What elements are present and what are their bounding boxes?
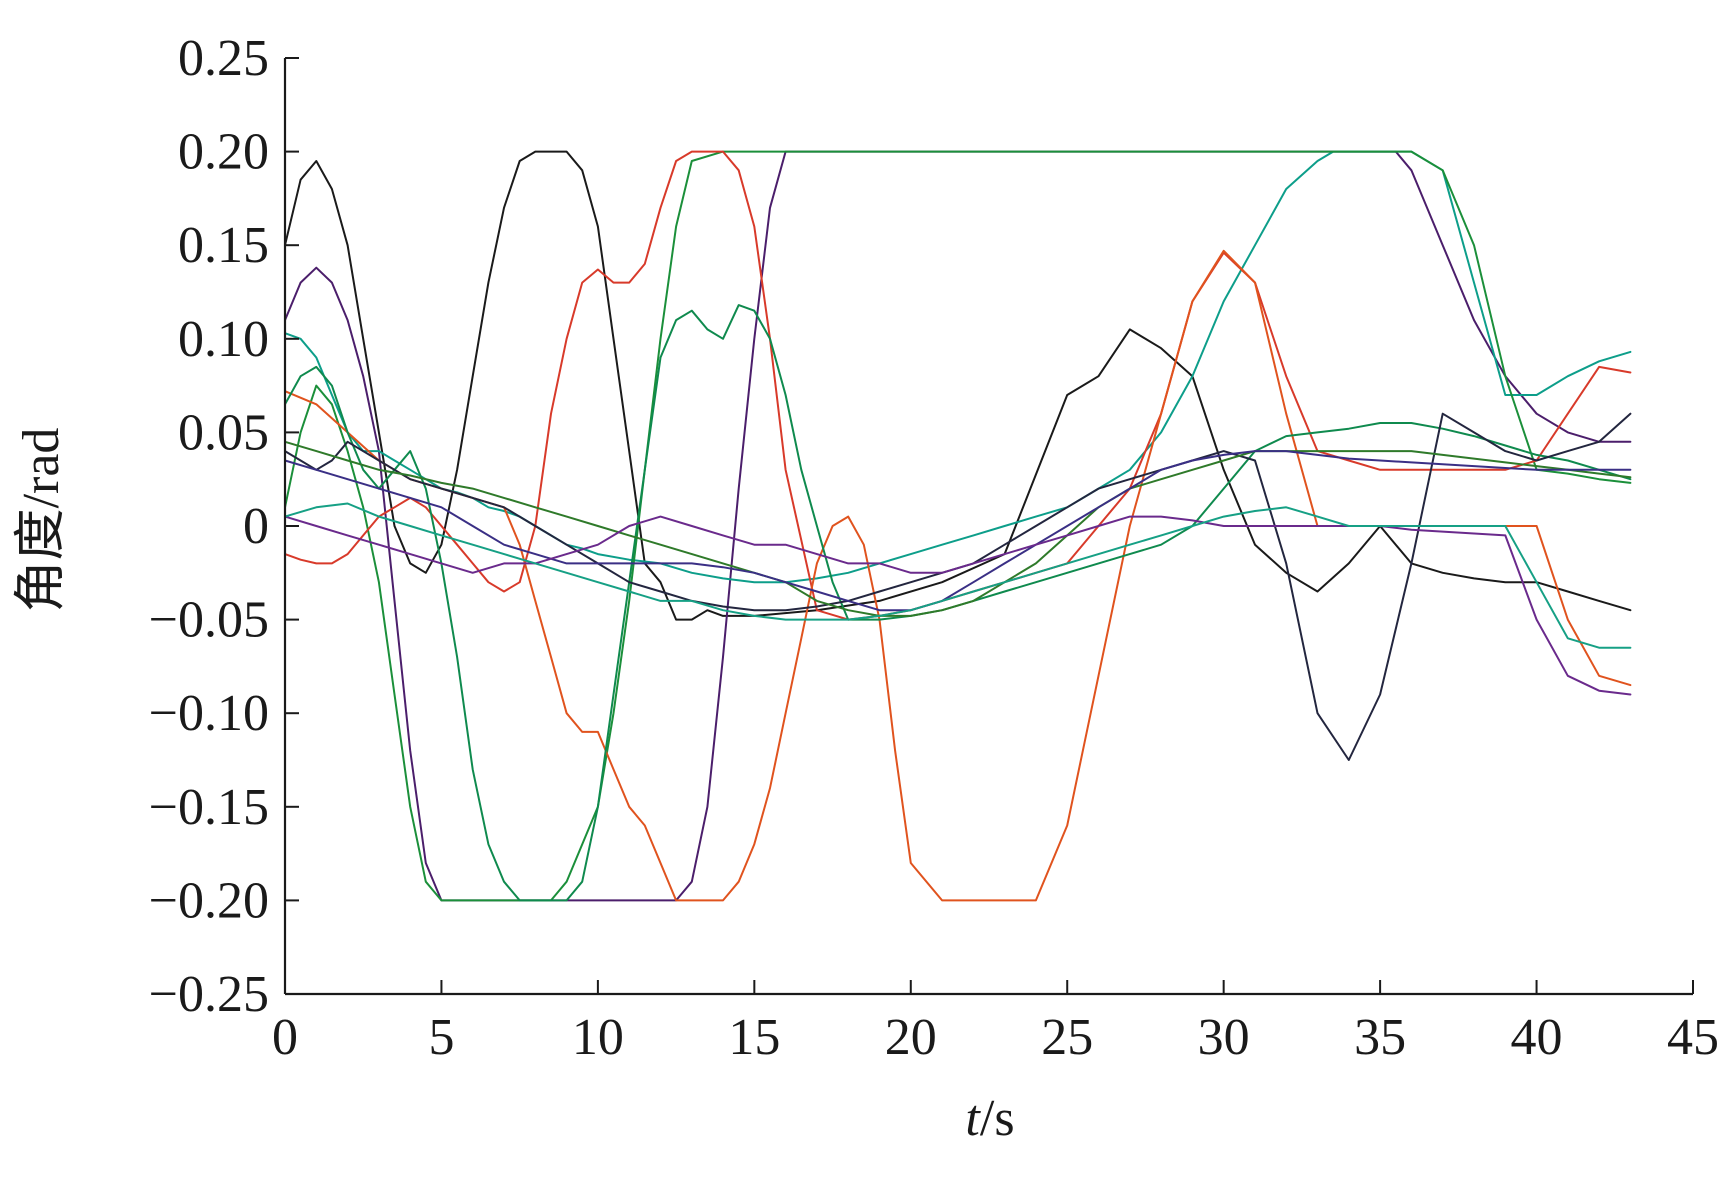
series-line-5 (284, 150, 1632, 621)
x-axis-title: t/s (965, 1090, 1014, 1147)
x-tick-label: 40 (1511, 1009, 1563, 1066)
plot-area (284, 150, 1632, 902)
series-line-7 (284, 304, 1632, 902)
x-ticks: 0 5 10 15 20 25 30 35 40 45 (272, 980, 1719, 1066)
y-tick-label: 0 (243, 498, 269, 555)
y-tick-label: −0.20 (149, 872, 269, 929)
y-tick-label: −0.15 (149, 779, 269, 836)
x-tick-label: 45 (1667, 1009, 1719, 1066)
y-axis-title: 角度/rad (13, 428, 70, 613)
series-line-9 (284, 440, 1632, 617)
series-line-3 (284, 150, 1632, 584)
series-line-12 (284, 502, 1632, 649)
x-tick-label: 35 (1354, 1009, 1406, 1066)
x-tick-label: 30 (1198, 1009, 1250, 1066)
x-tick-label: 25 (1041, 1009, 1093, 1066)
series-line-8 (284, 412, 1632, 761)
x-tick-label: 5 (428, 1009, 454, 1066)
x-tick-label: 10 (572, 1009, 624, 1066)
x-axis-title-unit: /s (980, 1090, 1015, 1147)
y-tick-label: 0.15 (178, 217, 269, 274)
series-line-4 (284, 150, 1632, 902)
y-tick-label: 0.10 (178, 311, 269, 368)
y-tick-label: 0.05 (178, 404, 269, 461)
x-axis-title-var: t (965, 1090, 981, 1147)
y-ticks: 0.25 0.20 0.15 0.10 0.05 0 −0.05 −0.10 −0.15 −0.2… (149, 30, 299, 1023)
y-tick-label: 0.20 (178, 124, 269, 181)
x-tick-label: 15 (728, 1009, 780, 1066)
series-line-1 (284, 150, 1632, 621)
series-line-10 (284, 450, 1632, 612)
series-line-11 (284, 515, 1632, 696)
y-tick-label: −0.10 (149, 685, 269, 742)
x-tick-label: 0 (272, 1009, 298, 1066)
y-tick-label: −0.05 (149, 592, 269, 649)
y-tick-label: −0.25 (149, 966, 269, 1023)
y-tick-label: 0.25 (178, 30, 269, 87)
x-tick-label: 20 (885, 1009, 937, 1066)
